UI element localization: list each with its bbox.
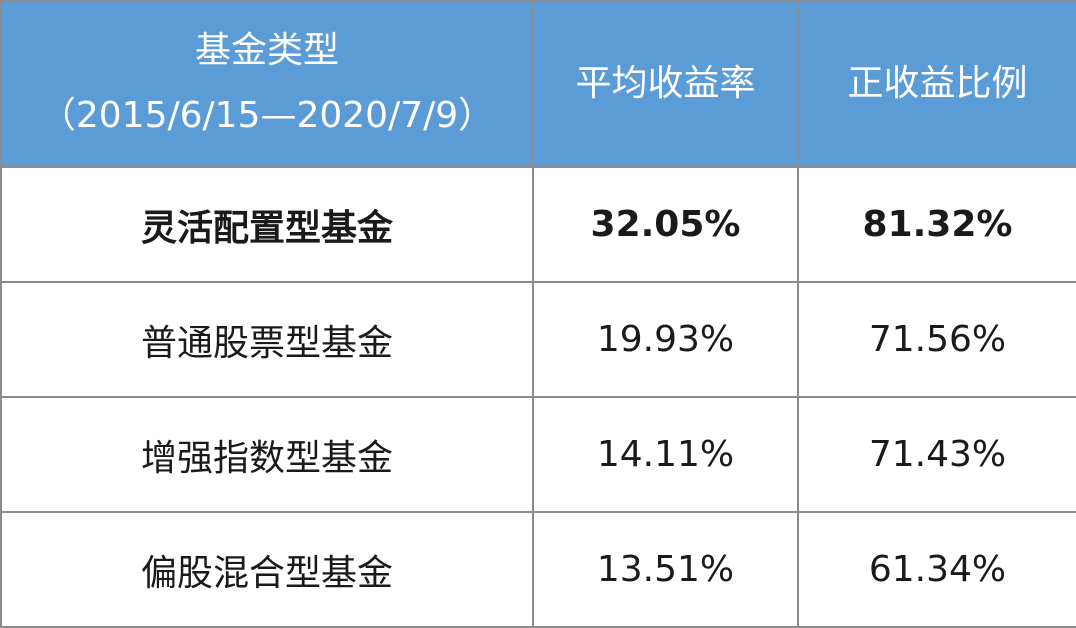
cell: 13.51%	[532, 511, 799, 628]
header-text: 平均收益率	[575, 62, 756, 104]
row: 增强指数型基金 14.11% 71.43%	[0, 396, 1076, 513]
cell: 增强指数型基金	[0, 396, 534, 513]
header-cell: 平均收益率	[532, 0, 799, 168]
row: 偏股混合型基金 13.51% 61.34%	[0, 511, 1076, 628]
cell: 14.11%	[532, 396, 799, 513]
header-text: 基金类型	[194, 30, 339, 72]
header-cell: 基金类型 （2015/6/15—2020/7/9）	[0, 0, 534, 168]
cell: 71.43%	[797, 396, 1076, 513]
header-row: 基金类型 （2015/6/15—2020/7/9） 平均收益率 正收益比例	[0, 0, 1076, 168]
cell: 灵活配置型基金	[0, 166, 534, 283]
header-cell: 正收益比例	[797, 0, 1076, 168]
cell: 32.05%	[532, 166, 799, 283]
row: 普通股票型基金 19.93% 71.56%	[0, 281, 1076, 398]
cell: 偏股混合型基金	[0, 511, 534, 628]
cell: 81.32%	[797, 166, 1076, 283]
cell: 61.34%	[797, 511, 1076, 628]
header-text: 正收益比例	[847, 62, 1028, 104]
row: 灵活配置型基金 32.05% 81.32%	[0, 166, 1076, 283]
cell: 71.56%	[797, 281, 1076, 398]
cell: 普通股票型基金	[0, 281, 534, 398]
cell: 19.93%	[532, 281, 799, 398]
header-subtext: （2015/6/15—2020/7/9）	[39, 95, 495, 136]
